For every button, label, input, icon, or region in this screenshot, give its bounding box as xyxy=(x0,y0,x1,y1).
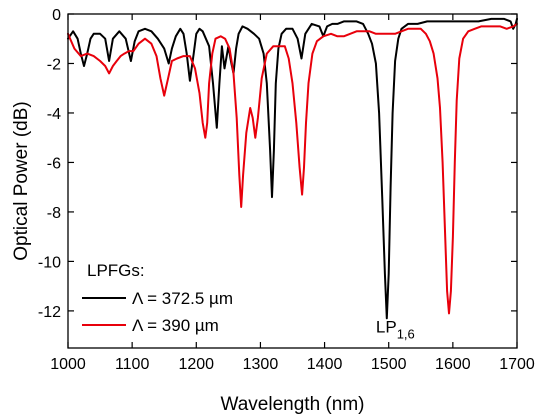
legend-title: LPFGs: xyxy=(87,261,145,280)
y-tick-label: -10 xyxy=(38,254,61,271)
mode-annotation-base: LP xyxy=(376,318,397,337)
x-axis-label: Wavelength (nm) xyxy=(221,394,365,415)
y-tick-label: 0 xyxy=(52,7,61,24)
y-tick-label: -4 xyxy=(47,106,61,123)
x-tick-label: 1500 xyxy=(371,356,407,373)
y-tick-label: -12 xyxy=(38,304,61,321)
mode-annotation-subscript: 1,6 xyxy=(397,327,415,342)
y-tick-label: -6 xyxy=(47,155,61,172)
legend-label-390: Λ = 390 µm xyxy=(132,316,219,335)
x-tick-label: 1700 xyxy=(499,356,535,373)
ticks-layer: 1000 1100 1200 1300 1400 1500 1600 1700 0 -2 -4 -6 -… xyxy=(38,7,535,373)
x-tick-label: 1100 xyxy=(115,356,150,373)
x-tick-label: 1600 xyxy=(435,356,471,373)
y-axis-label: Optical Power (dB) xyxy=(11,101,32,260)
series-line-0 xyxy=(67,17,518,320)
mode-annotation: LP1,6 xyxy=(376,318,415,342)
x-tick-label: 1000 xyxy=(50,356,86,373)
x-tick-label: 1200 xyxy=(178,356,214,373)
legend: LPFGs: Λ = 372.5 µm Λ = 390 µm xyxy=(82,261,233,335)
y-tick-label: -8 xyxy=(47,205,61,222)
y-tick-label: -2 xyxy=(47,56,61,73)
x-tick-label: 1300 xyxy=(243,356,279,373)
series-line-1 xyxy=(67,22,518,315)
series-layer xyxy=(67,17,518,320)
legend-label-372-5: Λ = 372.5 µm xyxy=(132,289,233,308)
plot-frame xyxy=(67,13,518,349)
x-tick-label: 1400 xyxy=(307,356,343,373)
